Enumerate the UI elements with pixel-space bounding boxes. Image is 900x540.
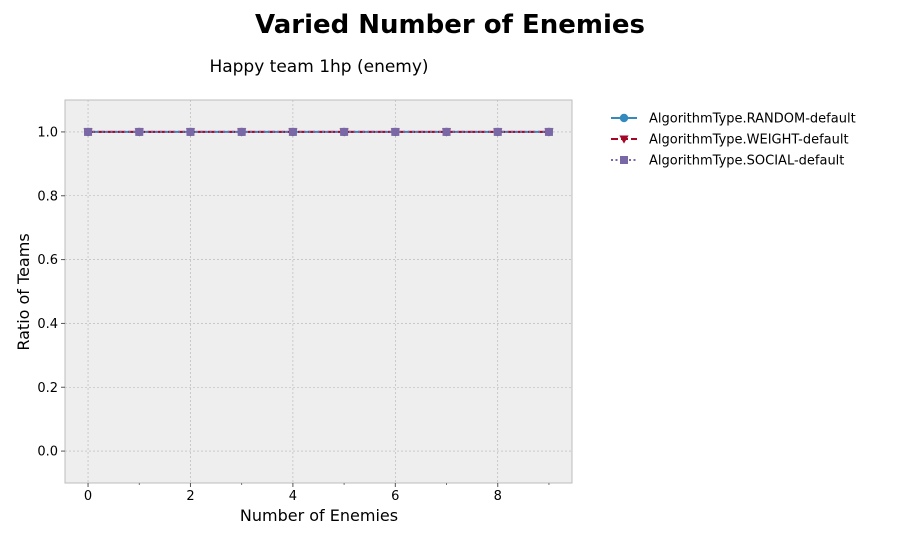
y-tick-label: 0.2 — [37, 381, 58, 396]
x-tick-label: 8 — [494, 489, 502, 504]
series-2 — [84, 127, 553, 136]
data-point — [186, 127, 195, 136]
plot-area — [65, 100, 572, 483]
y-tick-label: 0.4 — [37, 317, 58, 332]
legend-label: AlgorithmType.SOCIAL-default — [649, 154, 844, 169]
legend-label: AlgorithmType.RANDOM-default — [649, 112, 856, 127]
data-point — [391, 127, 400, 136]
y-tick-label: 0.8 — [37, 189, 58, 204]
data-point — [340, 127, 349, 136]
series-layer — [83, 127, 554, 137]
plot-frame — [64, 99, 573, 484]
ticks: 0 2 4 6 8 0.0 0.2 0.4 0.6 0.8 1.0 — [37, 125, 550, 504]
legend-marker — [619, 135, 629, 144]
data-point — [84, 127, 93, 136]
y-tick-label: 0.6 — [37, 253, 58, 268]
data-point — [288, 127, 297, 136]
x-tick-label: 6 — [391, 489, 399, 504]
data-point — [237, 127, 246, 136]
chart-title: Varied Number of Enemies — [255, 10, 645, 40]
data-point — [135, 127, 144, 136]
data-point — [544, 127, 553, 136]
chart-subtitle: Happy team 1hp (enemy) — [209, 57, 428, 77]
legend-item: AlgorithmType.RANDOM-default — [611, 112, 856, 127]
x-axis-label: Number of Enemies — [240, 506, 398, 525]
legend-marker — [619, 113, 629, 123]
y-tick-label: 0.0 — [37, 445, 58, 460]
data-point — [493, 127, 502, 136]
y-tick-label: 1.0 — [37, 125, 58, 140]
legend-label: AlgorithmType.WEIGHT-default — [649, 133, 849, 148]
x-tick-label: 0 — [84, 489, 92, 504]
legend-item: AlgorithmType.SOCIAL-default — [611, 154, 844, 169]
y-axis-label: Ratio of Teams — [14, 233, 33, 350]
x-tick-label: 4 — [289, 489, 297, 504]
x-tick-label: 2 — [186, 489, 194, 504]
legend: AlgorithmType.RANDOM-default AlgorithmTyp… — [611, 112, 856, 169]
legend-marker — [620, 156, 628, 164]
legend-item: AlgorithmType.WEIGHT-default — [611, 133, 849, 148]
data-point — [442, 127, 451, 136]
